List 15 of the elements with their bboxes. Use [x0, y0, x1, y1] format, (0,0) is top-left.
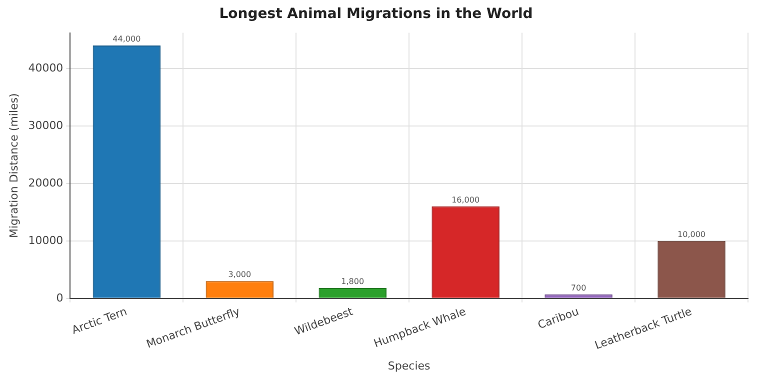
y-tick-label: 20000	[28, 176, 64, 190]
x-axis-title: Species	[388, 359, 431, 372]
x-tick-label: Arctic Tern	[70, 304, 129, 337]
y-tick-label: 10000	[28, 234, 64, 247]
y-axis-title: Migration Distance (miles)	[7, 93, 20, 238]
data-label: 1,800	[341, 277, 364, 286]
data-label: 700	[570, 283, 586, 292]
data-label: 3,000	[228, 270, 252, 280]
chart-title: Longest Animal Migrations in the World	[219, 6, 533, 22]
data-label: 10,000	[678, 230, 706, 239]
data-label: 16,000	[452, 195, 480, 204]
y-tick-label: 30000	[28, 118, 64, 132]
y-tick-label: 0	[56, 291, 64, 304]
y-tick-label: 40000	[28, 61, 64, 74]
data-label: 44,000	[112, 34, 141, 44]
